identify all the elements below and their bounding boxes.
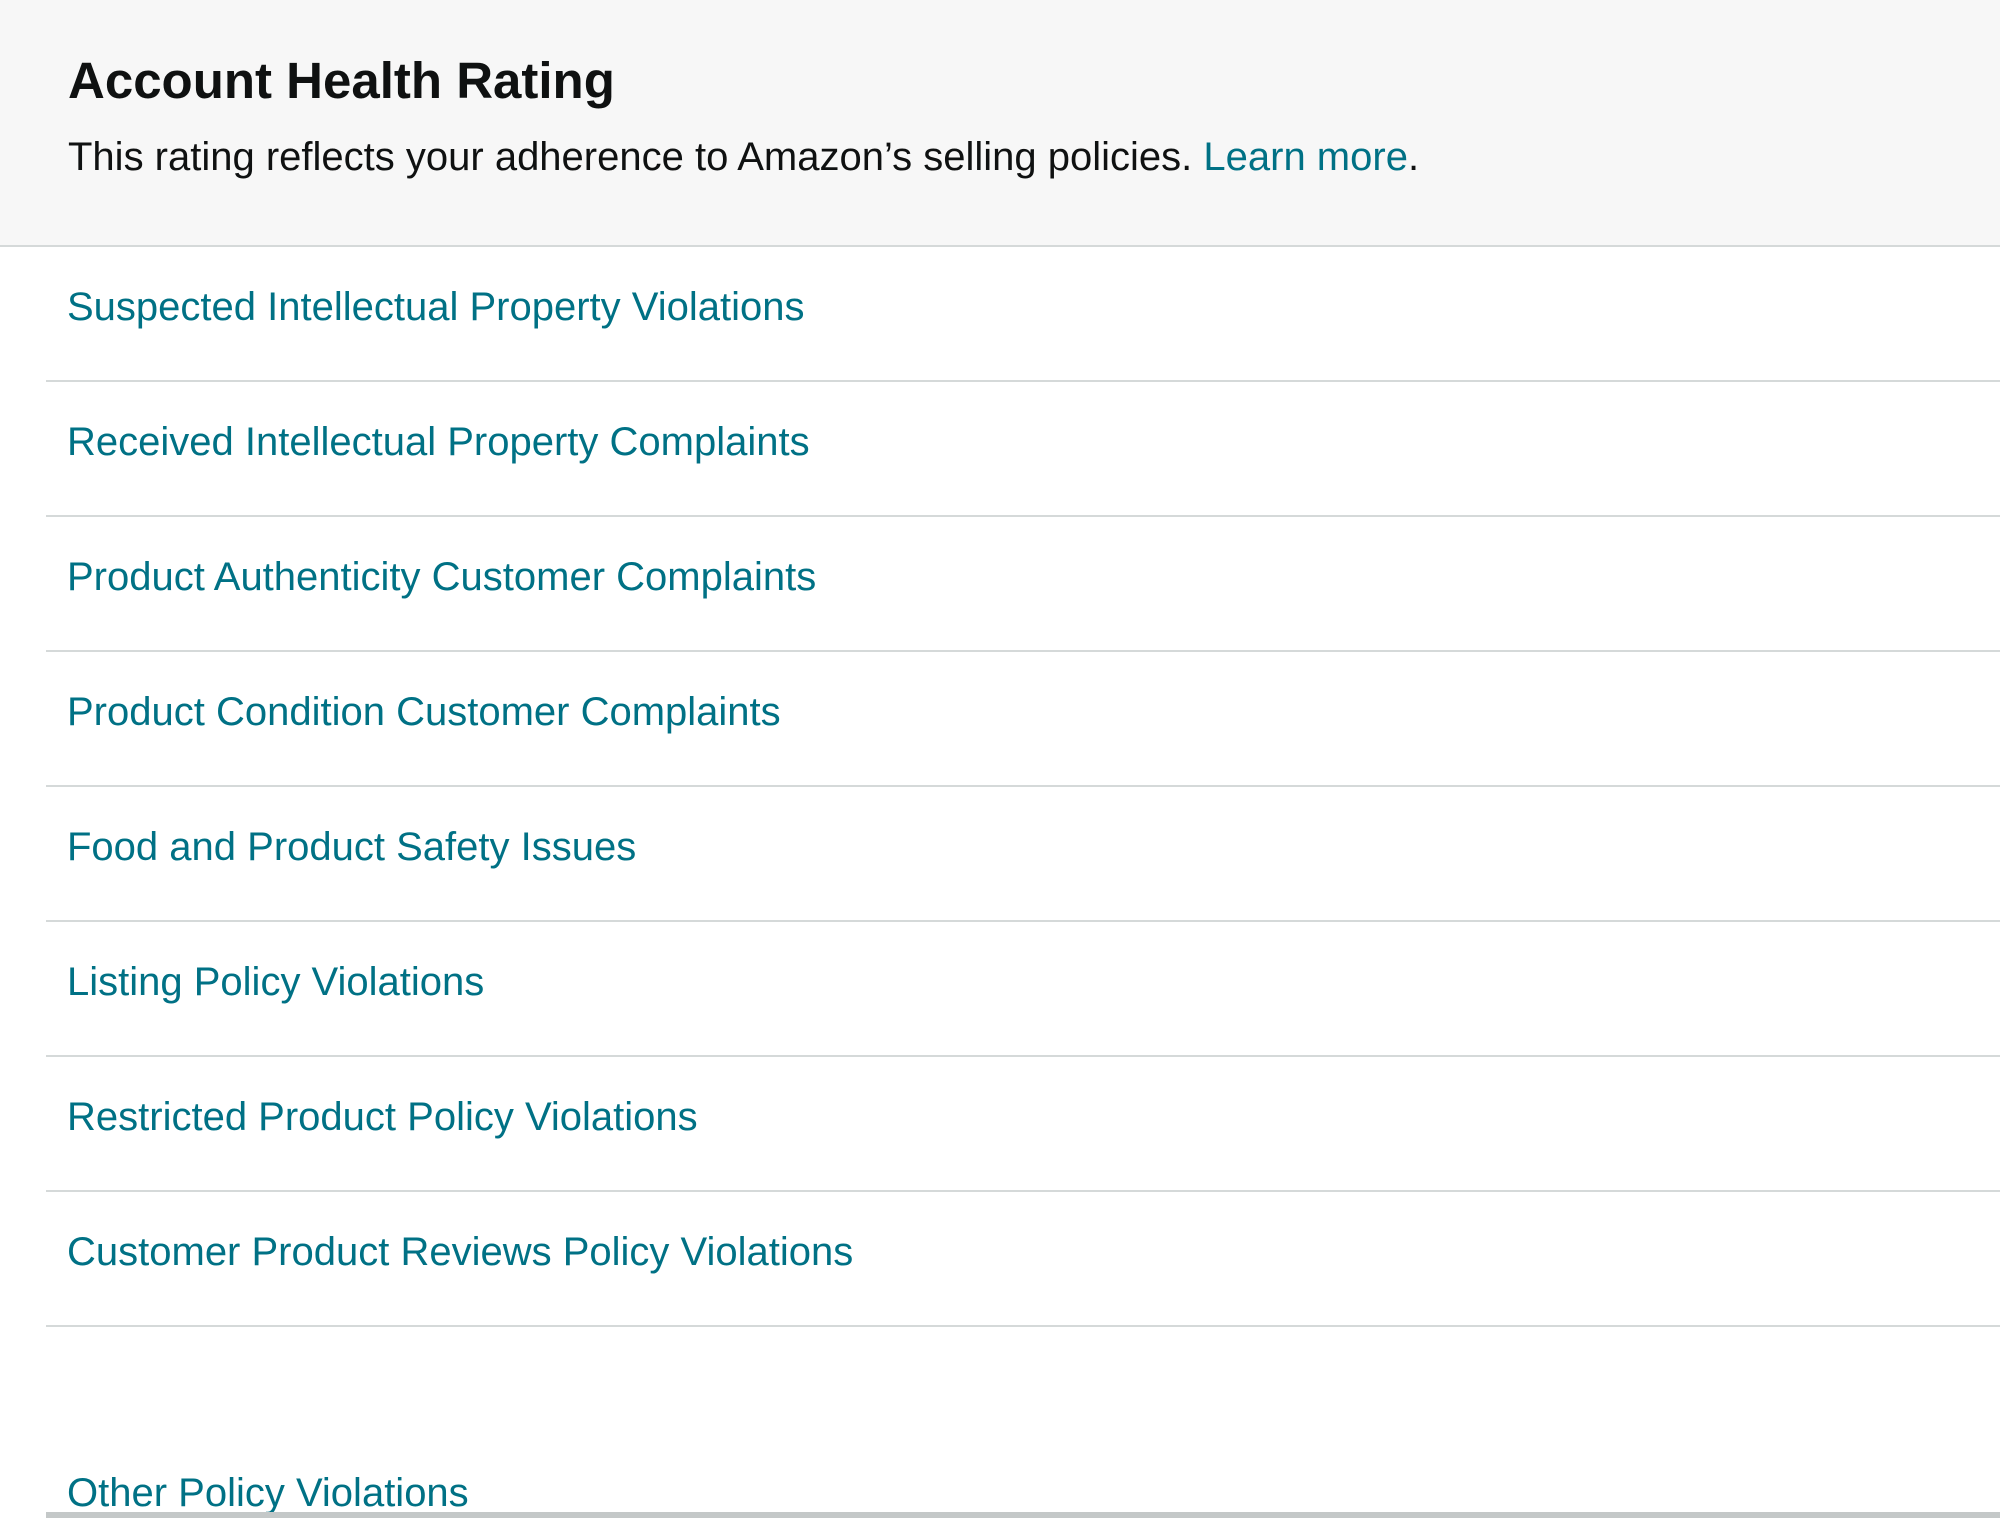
policy-row-received-ip-complaints[interactable]: Received Intellectual Property Complaint… <box>46 382 2000 517</box>
policy-list: Suspected Intellectual Property Violatio… <box>0 247 2000 1525</box>
policy-link[interactable]: Restricted Product Policy Violations <box>67 1095 698 1139</box>
policy-row-review-violations[interactable]: Customer Product Reviews Policy Violatio… <box>46 1192 2000 1327</box>
rating-description-text: This rating reflects your adherence to A… <box>68 135 1204 179</box>
page-title: Account Health Rating <box>68 52 615 109</box>
policy-row-food-safety-issues[interactable]: Food and Product Safety Issues <box>46 787 2000 922</box>
policy-row-listing-violations[interactable]: Listing Policy Violations <box>46 922 2000 1057</box>
policy-row-other-violations[interactable]: Other Policy Violations <box>46 1327 2000 1525</box>
policy-link[interactable]: Food and Product Safety Issues <box>67 825 637 869</box>
policy-link[interactable]: Other Policy Violations <box>67 1471 469 1515</box>
policy-link[interactable]: Customer Product Reviews Policy Violatio… <box>67 1230 854 1274</box>
description-period: . <box>1407 135 1420 179</box>
policy-row-authenticity-complaints[interactable]: Product Authenticity Customer Complaints <box>46 517 2000 652</box>
policy-link[interactable]: Product Condition Customer Complaints <box>67 690 781 734</box>
policy-link[interactable]: Suspected Intellectual Property Violatio… <box>67 285 805 329</box>
rating-description: This rating reflects your adherence to A… <box>68 132 1419 182</box>
policy-link[interactable]: Listing Policy Violations <box>67 960 485 1004</box>
policy-link[interactable]: Product Authenticity Customer Complaints <box>67 555 817 599</box>
policy-row-condition-complaints[interactable]: Product Condition Customer Complaints <box>46 652 2000 787</box>
account-health-header: Account Health Rating This rating reflec… <box>0 0 2000 247</box>
policy-link[interactable]: Received Intellectual Property Complaint… <box>67 420 810 464</box>
policy-row-suspected-ip-violations[interactable]: Suspected Intellectual Property Violatio… <box>46 247 2000 382</box>
learn-more-link[interactable]: Learn more <box>1203 135 1408 179</box>
bottom-divider <box>46 1512 2000 1518</box>
policy-row-restricted-product-violations[interactable]: Restricted Product Policy Violations <box>46 1057 2000 1192</box>
